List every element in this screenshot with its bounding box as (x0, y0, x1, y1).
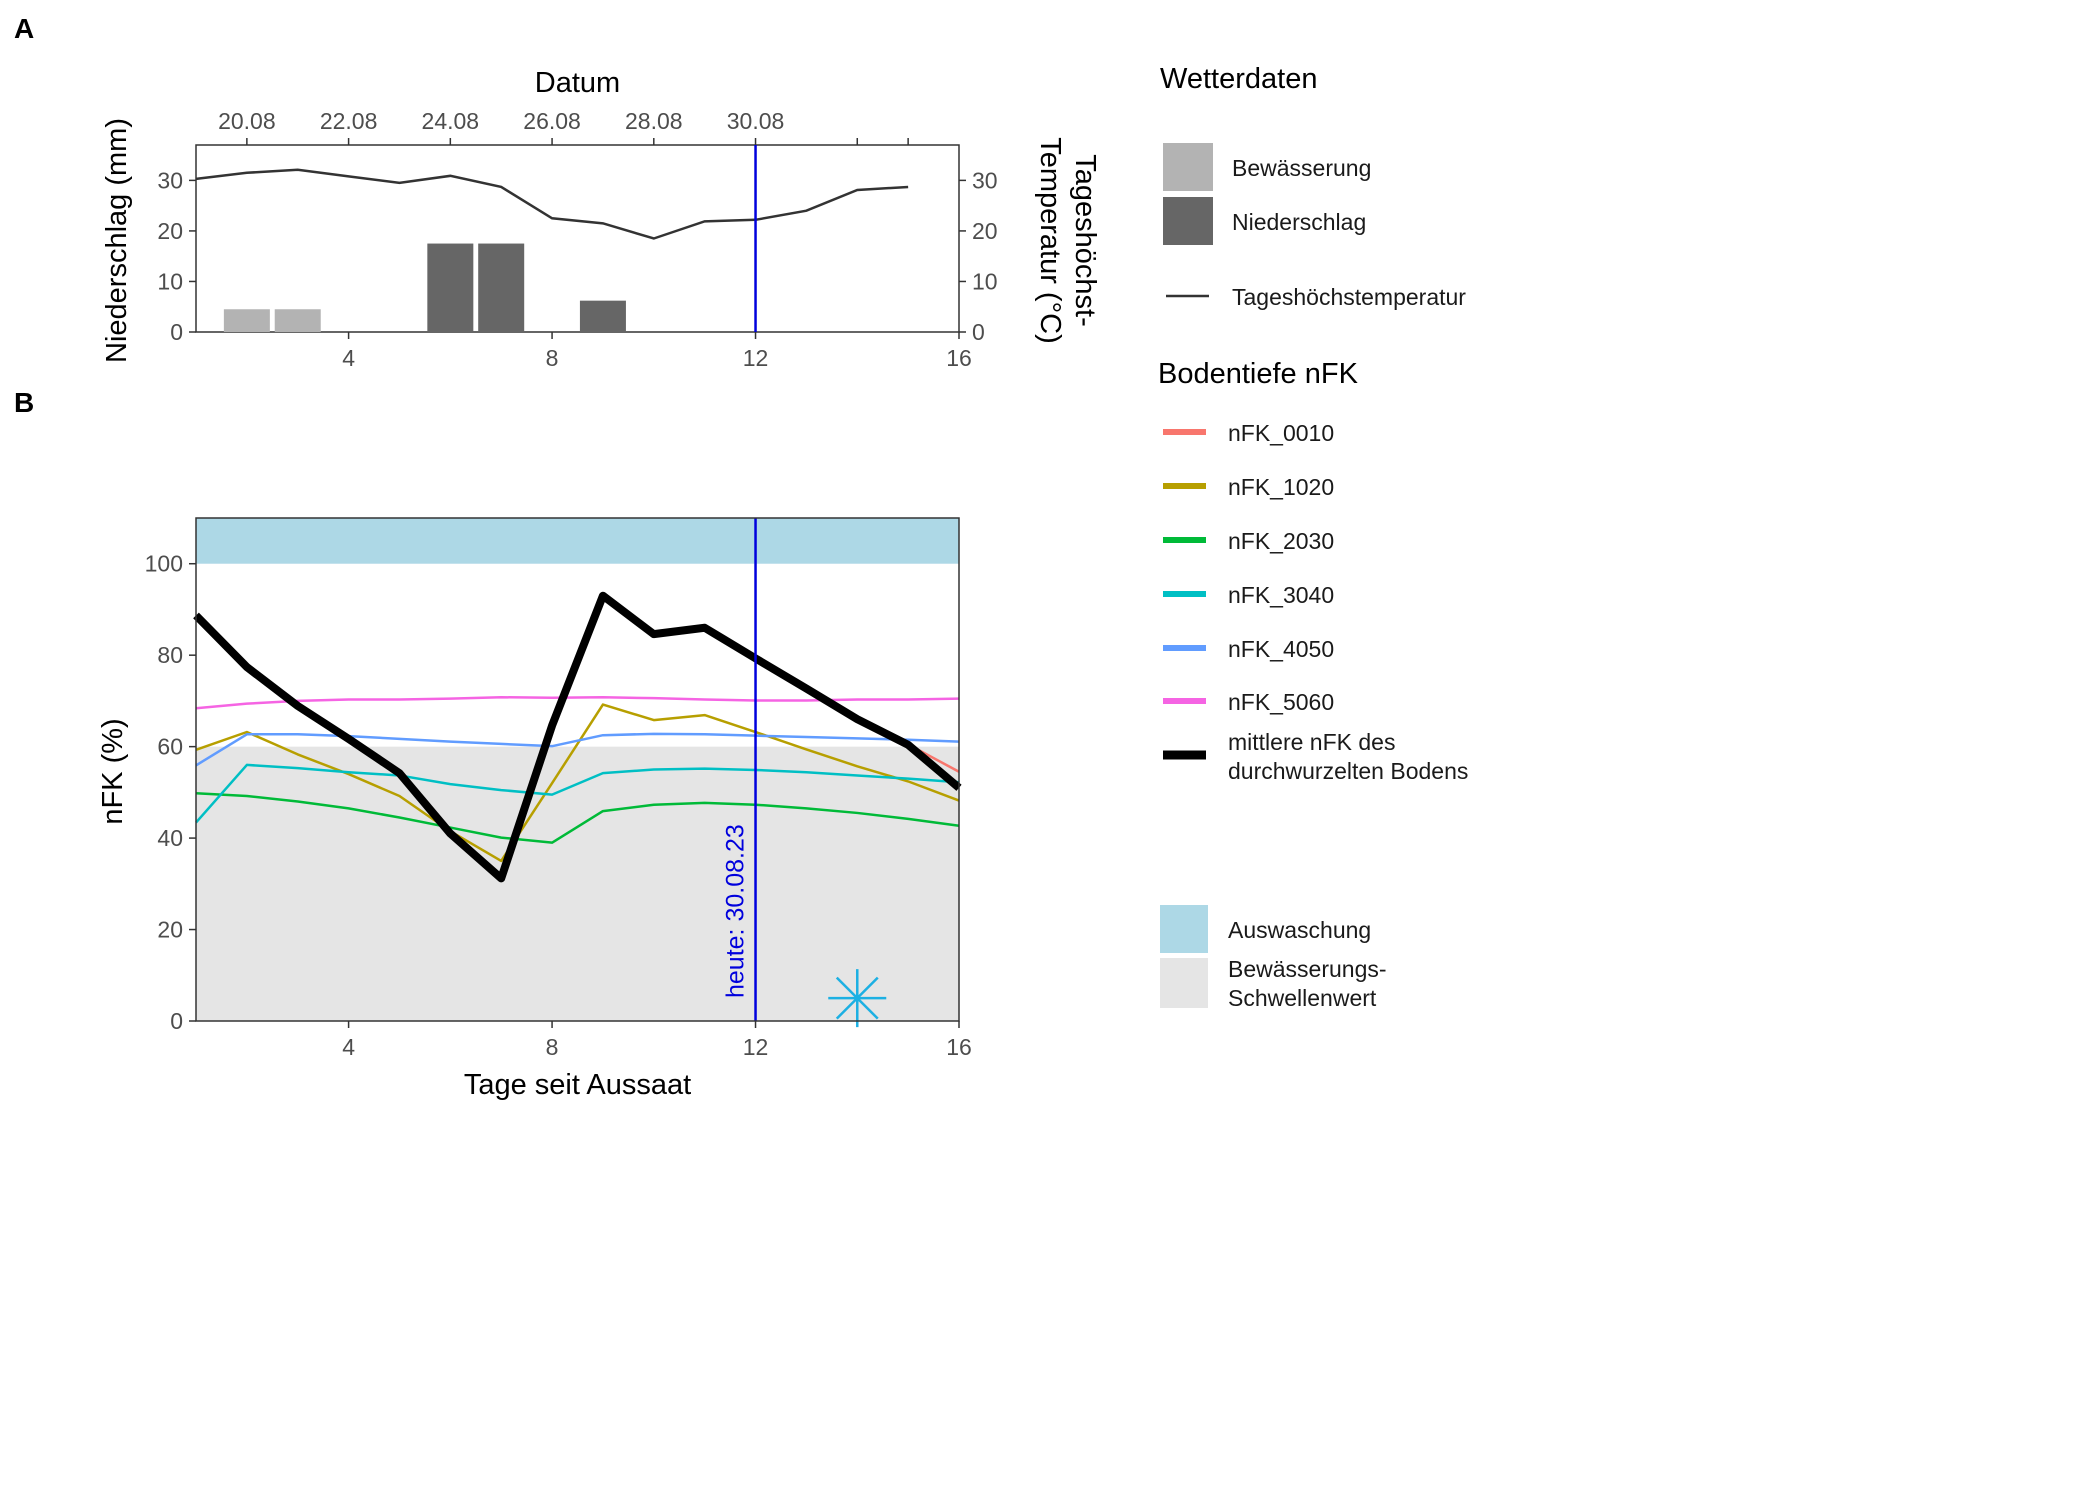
top-tick-label: 28.08 (625, 108, 683, 134)
bar-niederschlag (579, 300, 626, 332)
schwellenwert-band (196, 746, 959, 1021)
y-axis-title: nFK (%) (97, 718, 129, 824)
legend-label-temperature: Tageshöchstemperatur (1232, 284, 1466, 310)
bar-niederschlag (427, 243, 474, 332)
top-tick-label: 30.08 (727, 108, 785, 134)
legend-label-schwellenwert-2: Schwellenwert (1228, 985, 1377, 1011)
series-line-mittlere (193, 591, 962, 883)
x-axis-title: Tage seit Aussaat (464, 1069, 691, 1101)
fill-legend: Auswaschung Bewässerungs- Schwellenwert (1160, 905, 1387, 1011)
bar-bewaesserung (223, 309, 270, 332)
today-label: heute: 30.08.23 (722, 824, 750, 998)
panel-label-a: A (14, 13, 34, 44)
auswaschung-band (196, 518, 959, 564)
y-right-axis-title-2: Temperatur (°C) (1034, 137, 1066, 344)
star-marker (828, 969, 887, 1028)
x-tick-label: 4 (342, 345, 355, 371)
temperature-line (195, 168, 909, 240)
top-tick-label: 22.08 (320, 108, 378, 134)
panel-label-b: B (14, 387, 34, 418)
y-tick-label: 0 (170, 319, 183, 345)
x-tick-label: 16 (946, 345, 972, 371)
weather-legend: Wetterdaten Bewässerung Niederschlag Tag… (1160, 63, 1466, 310)
panel-b-border (195, 517, 960, 1022)
y-tick-label: 20 (157, 218, 183, 244)
legend-label-mean-nfk-2: durchwurzelten Bodens (1228, 758, 1468, 784)
legend-label-nfk-0010: nFK_0010 (1228, 420, 1334, 446)
nfk-legend-title: Bodentiefe nFK (1158, 358, 1359, 390)
legend-label-niederschlag: Niederschlag (1232, 209, 1366, 235)
legend-label-bewaesserung: Bewässerung (1232, 155, 1371, 181)
series-line-nfk-3040 (195, 763, 960, 824)
legend-key-niederschlag (1163, 197, 1213, 245)
y-right-tick-label: 30 (972, 167, 998, 193)
y-tick-label: 100 (145, 551, 183, 577)
nfk-legend: Bodentiefe nFK nFK_0010 nFK_1020 nFK_2030n… (1158, 358, 1468, 784)
legend-label-nfk-1020: nFK_1020 (1228, 474, 1334, 500)
legend-label-nfk-2030: nFK_2030 (1228, 528, 1334, 554)
x-tick-label: 8 (546, 1034, 559, 1060)
x-tick-label: 16 (946, 1034, 972, 1060)
x-tick-label: 12 (743, 1034, 769, 1060)
y-right-axis-title-1: Tageshöchst- (1069, 154, 1101, 327)
bar-niederschlag (478, 243, 525, 332)
legend-key-schwellenwert (1160, 958, 1208, 1008)
bar-bewaesserung (274, 309, 321, 332)
legend-key-auswaschung (1160, 905, 1208, 953)
legend-label-schwellenwert-1: Bewässerungs- (1228, 956, 1387, 982)
star-ray (835, 976, 879, 1020)
y-tick-label: 80 (157, 642, 183, 668)
y-axis-title: Niederschlag (mm) (101, 118, 133, 363)
y-tick-label: 60 (157, 734, 183, 760)
top-tick-label: 20.08 (218, 108, 276, 134)
top-tick-label: 24.08 (422, 108, 480, 134)
panel-a-border (195, 144, 960, 333)
legend-label-nfk-3040: nFK_3040 (1228, 582, 1334, 608)
y-tick-label: 40 (157, 825, 183, 851)
legend-label-nfk-4050: nFK_4050 (1228, 636, 1334, 662)
series-line-nfk-2030 (195, 792, 960, 844)
series-line-nfk-1020 (195, 703, 960, 863)
x-tick-label: 12 (743, 345, 769, 371)
top-axis-title: Datum (535, 67, 620, 99)
y-tick-label: 20 (157, 917, 183, 943)
y-right-tick-label: 10 (972, 268, 998, 294)
legend-key-bewaesserung (1163, 143, 1213, 191)
legend-label-nfk-5060: nFK_5060 (1228, 689, 1334, 715)
legend-label-auswaschung: Auswaschung (1228, 917, 1371, 943)
top-tick-label: 26.08 (523, 108, 581, 134)
y-tick-label: 30 (157, 167, 183, 193)
legend-label-mean-nfk-1: mittlere nFK des (1228, 729, 1395, 755)
x-tick-label: 4 (342, 1034, 355, 1060)
y-tick-label: 0 (170, 1008, 183, 1034)
x-tick-label: 8 (546, 345, 559, 371)
nfk-chart: heute: 30.08.23 4 8 12 16 0 20 40 60 80 100 Tage se… (97, 517, 972, 1101)
y-tick-label: 10 (157, 268, 183, 294)
y-right-tick-label: 20 (972, 218, 998, 244)
series-line-nfk-4050 (195, 732, 960, 767)
y-right-tick-label: 0 (972, 319, 985, 345)
weather-legend-title: Wetterdaten (1160, 63, 1317, 95)
